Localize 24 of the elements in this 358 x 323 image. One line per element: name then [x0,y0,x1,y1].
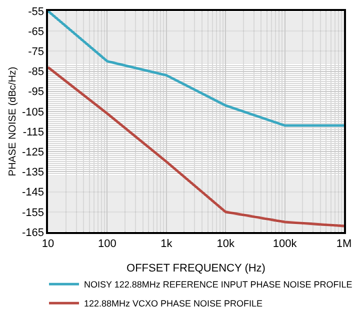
legend-label: NOISY 122.88MHz REFERENCE INPUT PHASE NOISE PROFILE [84,280,352,290]
y-tick-label: -125 [22,146,44,158]
y-tick-label: -75 [28,46,44,58]
y-tick-label: -95 [28,86,44,98]
y-tick-label: -85 [28,66,44,78]
y-tick-label: -55 [28,6,44,18]
y-tick-label: -105 [22,106,44,118]
y-tick-label: -145 [22,186,44,199]
legend-label: 122.88MHz VCXO PHASE NOISE PROFILE [84,298,263,309]
x-tick-label: 10k [216,238,235,250]
x-tick-label: 100k [272,238,298,250]
y-tick-label: -135 [22,166,44,179]
y-tick-label: -65 [28,26,44,38]
y-tick-label: -165 [22,226,44,239]
line-series [48,66,344,228]
line-series [48,11,344,127]
y-tick-label: -115 [22,126,44,138]
y-axis-title: PHASE NOISE (dBc/Hz) [8,66,19,176]
x-tick-label: 1M [336,238,352,250]
x-axis-title: OFFSET FREQUENCY (Hz) [126,262,266,275]
y-tick-label: -155 [22,206,44,219]
x-tick-label: 1k [160,238,173,250]
x-tick-label: 10 [42,238,54,250]
x-tick-label: 100 [98,238,116,250]
